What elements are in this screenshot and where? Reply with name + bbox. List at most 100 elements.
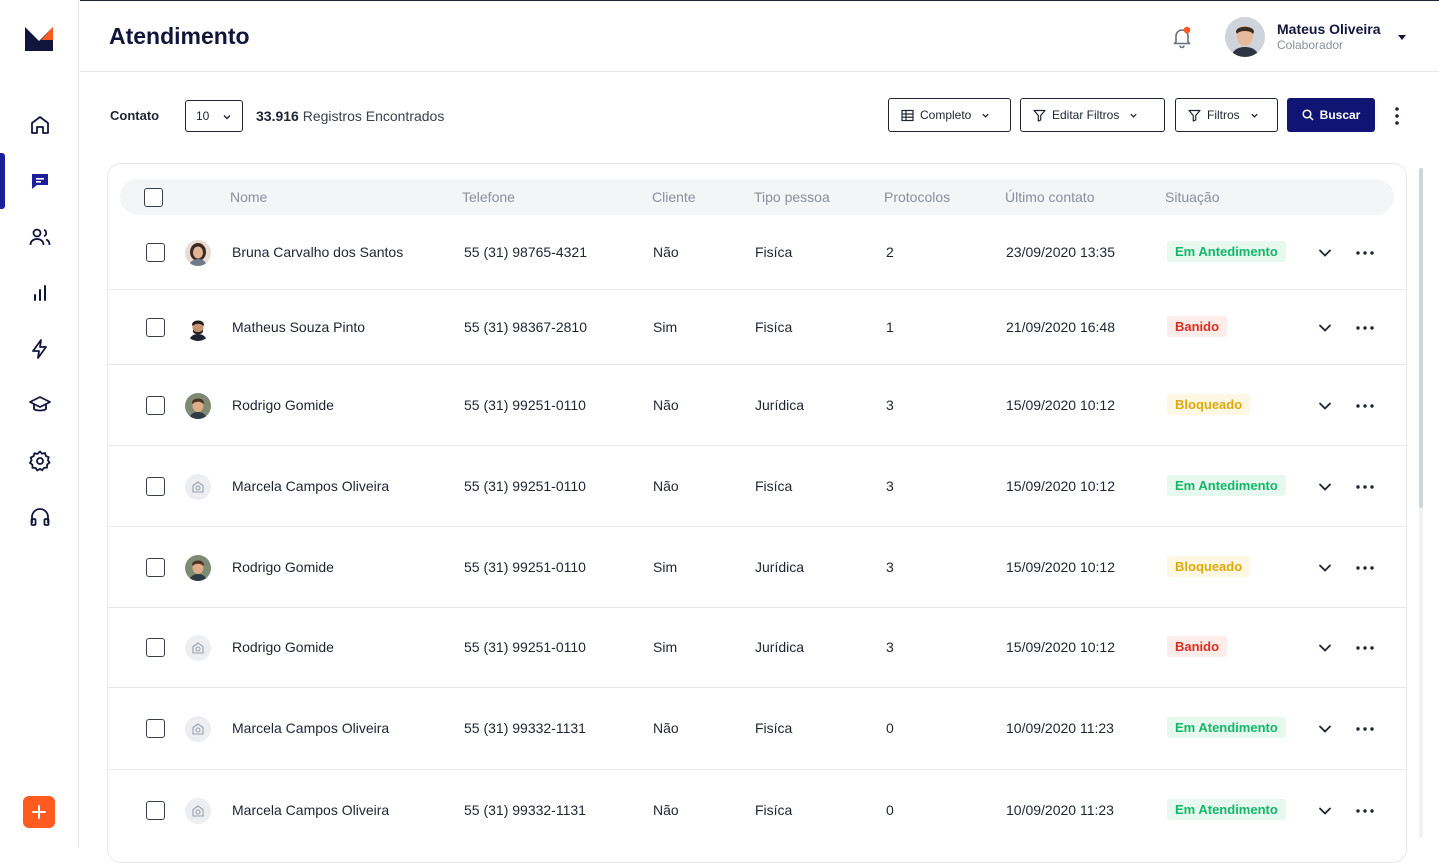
table-row[interactable]: Rodrigo Gomide 55 (31) 99251-0110 Sim Juríd… — [108, 608, 1406, 688]
cell-nome[interactable]: Rodrigo Gomide — [232, 639, 334, 655]
more-horizontal-icon[interactable] — [1355, 726, 1375, 732]
user-avatar[interactable] — [1225, 17, 1265, 57]
chevron-down-icon[interactable] — [1318, 641, 1332, 655]
row-checkbox[interactable] — [146, 638, 165, 657]
col-protocolos[interactable]: Protocolos — [884, 189, 951, 205]
table-row[interactable]: Matheus Souza Pinto 55 (31) 98367-2810 Sim… — [108, 290, 1406, 365]
row-checkbox[interactable] — [146, 477, 165, 496]
sidebar-item-settings[interactable] — [0, 441, 79, 481]
row-checkbox[interactable] — [146, 396, 165, 415]
cell-nome[interactable]: Marcela Campos Oliveira — [232, 720, 390, 736]
view-mode-button[interactable]: Completo — [888, 98, 1011, 132]
status-badge: Bloqueado — [1167, 394, 1251, 415]
filter-icon — [1188, 109, 1201, 122]
cell-cliente: Sim — [653, 319, 678, 335]
toolbar: Contato 10 33.916 Registros Encontrados … — [80, 73, 1439, 163]
col-telefone[interactable]: Telefone — [462, 189, 515, 205]
table-row[interactable]: Rodrigo Gomide 55 (31) 99251-0110 Sim Juríd… — [108, 527, 1406, 608]
col-situacao[interactable]: Situação — [1165, 189, 1220, 205]
table-row[interactable]: Marcela Campos Oliveira 55 (31) 99332-113… — [108, 688, 1406, 770]
status-badge: Banido — [1167, 316, 1228, 337]
headphones-icon — [30, 508, 49, 526]
cell-telefone: 55 (31) 98367-2810 — [464, 319, 587, 335]
col-tipo-pessoa[interactable]: Tipo pessoa — [754, 189, 830, 205]
user-role: Colaborador — [1277, 38, 1344, 52]
sidebar-item-training[interactable] — [0, 385, 79, 425]
col-cliente[interactable]: Cliente — [652, 189, 696, 205]
contacts-table: Nome Telefone Cliente Tipo pessoa Protoc… — [107, 163, 1407, 863]
cell-nome[interactable]: Rodrigo Gomide — [232, 559, 334, 575]
sidebar-item-chat[interactable] — [0, 153, 79, 209]
row-checkbox[interactable] — [146, 558, 165, 577]
more-horizontal-icon[interactable] — [1355, 403, 1375, 409]
select-all-checkbox[interactable] — [144, 188, 163, 207]
chevron-down-icon[interactable] — [1318, 399, 1332, 413]
more-horizontal-icon[interactable] — [1355, 565, 1375, 571]
cell-nome[interactable]: Marcela Campos Oliveira — [232, 478, 390, 494]
scrollbar-thumb[interactable] — [1419, 168, 1423, 508]
more-horizontal-icon[interactable] — [1355, 250, 1375, 256]
more-horizontal-icon[interactable] — [1355, 808, 1375, 814]
sidebar-item-automations[interactable] — [0, 329, 79, 369]
cell-protocolos: 0 — [886, 720, 894, 736]
caret-down-icon[interactable] — [1396, 31, 1408, 43]
table-row[interactable]: Marcela Campos Oliveira 55 (31) 99251-011… — [108, 446, 1406, 527]
chevron-down-icon[interactable] — [1318, 804, 1332, 818]
status-badge: Banido — [1167, 636, 1228, 657]
page-size-select[interactable]: 10 — [185, 100, 243, 132]
user-name: Mateus Oliveira — [1277, 21, 1381, 37]
col-ultimo-contato[interactable]: Último contato — [1005, 189, 1095, 205]
table-row[interactable]: Marcela Campos Oliveira 55 (31) 99332-113… — [108, 770, 1406, 852]
edit-filters-button[interactable]: Editar Filtros — [1020, 98, 1165, 132]
row-checkbox[interactable] — [146, 318, 165, 337]
sidebar-item-users[interactable] — [0, 217, 79, 257]
cell-ultimo-contato: 15/09/2020 10:12 — [1006, 639, 1115, 655]
cell-protocolos: 2 — [886, 244, 894, 260]
bell-icon[interactable] — [1170, 25, 1194, 49]
search-icon — [1302, 109, 1314, 121]
cell-ultimo-contato: 15/09/2020 10:12 — [1006, 559, 1115, 575]
table-row[interactable]: Rodrigo Gomide 55 (31) 99251-0110 Não Juríd… — [108, 365, 1406, 446]
page-size-value: 10 — [196, 109, 210, 123]
cell-nome[interactable]: Matheus Souza Pinto — [232, 319, 366, 335]
chevron-down-icon[interactable] — [1318, 246, 1332, 260]
avatar — [185, 555, 211, 581]
sidebar-item-reports[interactable] — [0, 273, 79, 313]
more-horizontal-icon[interactable] — [1355, 645, 1375, 651]
row-checkbox[interactable] — [146, 801, 165, 820]
cell-protocolos: 3 — [886, 478, 894, 494]
filters-button[interactable]: Filtros — [1175, 98, 1278, 132]
chevron-down-icon[interactable] — [1318, 480, 1332, 494]
more-horizontal-icon[interactable] — [1355, 484, 1375, 490]
col-nome[interactable]: Nome — [230, 189, 268, 205]
chevron-down-icon[interactable] — [1318, 321, 1332, 335]
table-header: Nome Telefone Cliente Tipo pessoa Protoc… — [120, 179, 1394, 215]
cell-nome[interactable]: Rodrigo Gomide — [232, 397, 334, 413]
search-button[interactable]: Buscar — [1287, 98, 1375, 132]
cell-ultimo-contato: 15/09/2020 10:12 — [1006, 397, 1115, 413]
cell-protocolos: 1 — [886, 319, 894, 335]
table-row[interactable]: Bruna Carvalho dos Santos 55 (31) 98765-4… — [108, 216, 1406, 290]
sidebar-item-support[interactable] — [0, 497, 79, 537]
add-button[interactable] — [23, 796, 55, 828]
cell-protocolos: 3 — [886, 559, 894, 575]
lightning-icon — [31, 339, 47, 359]
row-checkbox[interactable] — [146, 243, 165, 262]
chevron-down-icon[interactable] — [1318, 722, 1332, 736]
cell-cliente: Sim — [653, 559, 678, 575]
more-vertical-icon[interactable] — [1393, 106, 1401, 126]
more-horizontal-icon[interactable] — [1355, 325, 1375, 331]
sidebar-item-home[interactable] — [0, 105, 79, 145]
home-icon — [30, 116, 49, 134]
row-checkbox[interactable] — [146, 719, 165, 738]
chat-icon — [31, 174, 48, 189]
status-badge: Em Atendimento — [1167, 717, 1286, 738]
cell-nome[interactable]: Marcela Campos Oliveira — [232, 802, 390, 818]
top-header: Atendimento Mateus Oliveira Colaborador — [80, 0, 1439, 72]
status-badge: Bloqueado — [1167, 556, 1251, 577]
chevron-down-icon[interactable] — [1318, 561, 1332, 575]
cell-cliente: Não — [653, 802, 679, 818]
brand-logo-icon[interactable] — [24, 24, 54, 54]
cell-cliente: Não — [653, 478, 679, 494]
cell-nome[interactable]: Bruna Carvalho dos Santos — [232, 244, 404, 260]
